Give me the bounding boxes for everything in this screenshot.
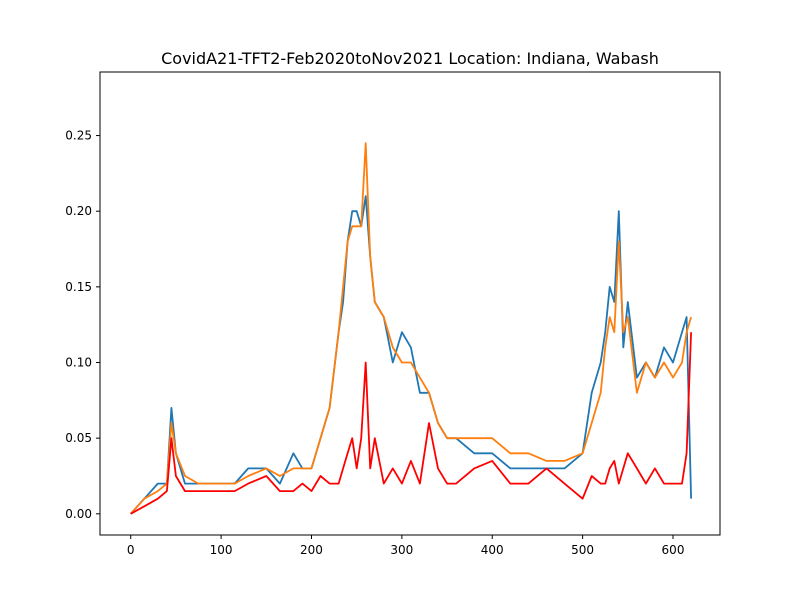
x-axis-ticks: 0 100 200 300 400 500 600 — [127, 535, 685, 557]
y-tick-label: 0.00 — [65, 507, 92, 521]
y-tick-label: 0.05 — [65, 431, 92, 445]
plot-frame — [99, 71, 721, 536]
x-tick-label: 100 — [210, 543, 233, 557]
x-tick-label: 400 — [481, 543, 504, 557]
x-tick-label: 300 — [390, 543, 413, 557]
chart-title: CovidA21-TFT2-Feb2020toNov2021 Location:… — [161, 49, 659, 68]
y-tick-label: 0.25 — [65, 129, 92, 143]
y-tick-label: 0.20 — [65, 204, 92, 218]
y-tick-label: 0.10 — [65, 356, 92, 370]
x-tick-label: 0 — [127, 543, 135, 557]
y-tick-label: 0.15 — [65, 280, 92, 294]
x-tick-label: 500 — [571, 543, 594, 557]
x-tick-label: 200 — [300, 543, 323, 557]
series-lines — [130, 142, 692, 515]
x-tick-label: 600 — [662, 543, 685, 557]
y-axis-ticks: 0.00 0.05 0.10 0.15 0.20 0.25 — [65, 129, 100, 521]
series-line-2 — [130, 142, 692, 515]
series-line-3 — [130, 332, 692, 515]
